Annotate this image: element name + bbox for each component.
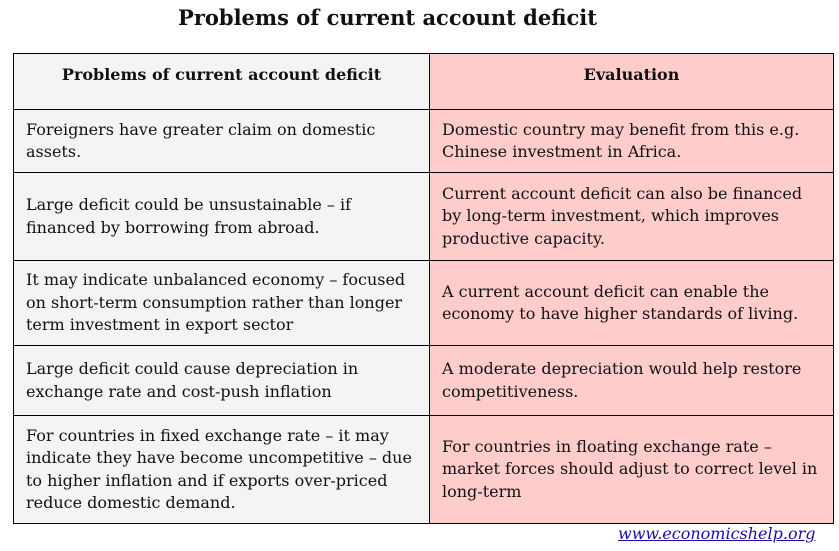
header-evaluation: Evaluation [429, 53, 834, 110]
source-link[interactable]: www.economicshelp.org [618, 524, 816, 543]
evaluation-cell: Current account deficit can also be fina… [429, 172, 834, 261]
table-row: For countries in fixed exchange rate – i… [13, 415, 834, 524]
evaluation-cell: A current account deficit can enable the… [429, 260, 834, 346]
problem-cell: It may indicate unbalanced economy – foc… [13, 260, 430, 346]
table-row: Large deficit could be unsustainable – i… [13, 172, 834, 261]
problem-cell: Foreigners have greater claim on domesti… [13, 109, 430, 173]
problems-evaluation-table: Problems of current account deficit Eval… [13, 53, 834, 524]
evaluation-cell: Domestic country may benefit from this e… [429, 109, 834, 173]
table-header-row: Problems of current account deficit Eval… [13, 53, 834, 110]
table-row: Large deficit could cause depreciation i… [13, 345, 834, 416]
problem-cell: Large deficit could be unsustainable – i… [13, 172, 430, 261]
table-row: Foreigners have greater claim on domesti… [13, 109, 834, 173]
table-row: It may indicate unbalanced economy – foc… [13, 260, 834, 346]
evaluation-cell: A moderate depreciation would help resto… [429, 345, 834, 416]
header-problems: Problems of current account deficit [13, 53, 430, 110]
problem-cell: Large deficit could cause depreciation i… [13, 345, 430, 416]
evaluation-cell: For countries in floating exchange rate … [429, 415, 834, 524]
problem-cell: For countries in fixed exchange rate – i… [13, 415, 430, 524]
page-title: Problems of current account deficit [178, 5, 597, 30]
